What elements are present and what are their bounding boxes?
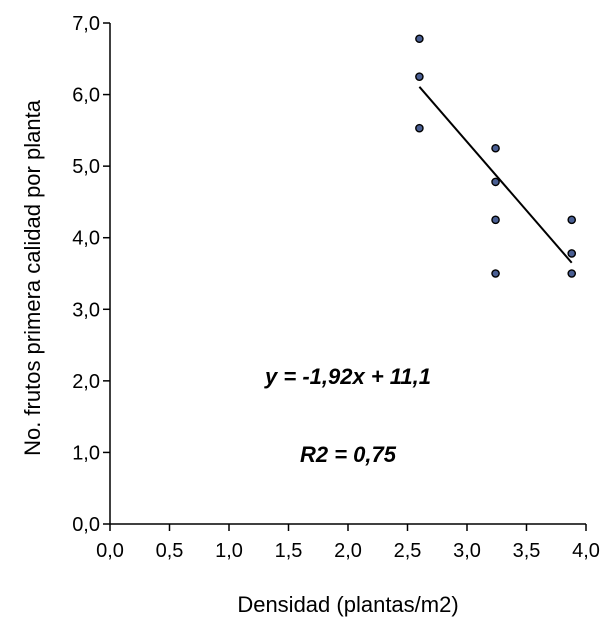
y-tick-label: 4,0 bbox=[72, 228, 100, 250]
trendline bbox=[418, 86, 573, 264]
x-tick-label: 3,5 bbox=[513, 540, 541, 562]
axes: 0,0 1,0 2,0 3,0 4,0 5,0 6,0 7,0 0,0 0,5 1,0 1,5 2,0… bbox=[72, 13, 600, 562]
equation-annotation: y = -1,92x + 11,1 bbox=[264, 364, 431, 389]
x-tick-label: 0,0 bbox=[96, 540, 124, 562]
r2-annotation: R2 = 0,75 bbox=[300, 442, 397, 467]
x-tick-label: 1,5 bbox=[275, 540, 303, 562]
data-point bbox=[567, 215, 577, 225]
x-tick-label: 3,0 bbox=[453, 540, 481, 562]
y-axis-label: No. frutos primera calidad por planta bbox=[20, 99, 45, 456]
data-point bbox=[415, 123, 424, 133]
data-points bbox=[415, 34, 577, 278]
data-point bbox=[415, 72, 424, 81]
data-point bbox=[415, 34, 424, 44]
x-tick-label: 1,0 bbox=[215, 540, 243, 562]
y-ticks: 0,0 1,0 2,0 3,0 4,0 5,0 6,0 7,0 bbox=[72, 13, 110, 536]
y-tick-label: 0,0 bbox=[72, 514, 100, 536]
y-tick-label: 5,0 bbox=[72, 156, 100, 178]
x-tick-label: 0,5 bbox=[156, 540, 184, 562]
data-point bbox=[491, 215, 500, 225]
y-tick-label: 3,0 bbox=[72, 299, 100, 321]
data-point bbox=[491, 269, 500, 278]
data-point bbox=[567, 249, 577, 258]
data-point bbox=[491, 177, 500, 187]
data-point bbox=[491, 143, 500, 153]
x-axis-label: Densidad (plantas/m2) bbox=[237, 592, 458, 617]
x-tick-label: 4,0 bbox=[572, 540, 600, 562]
y-tick-label: 2,0 bbox=[72, 371, 100, 393]
y-tick-label: 6,0 bbox=[72, 85, 100, 107]
data-point bbox=[567, 269, 577, 278]
x-tick-label: 2,0 bbox=[334, 540, 362, 562]
y-tick-label: 1,0 bbox=[72, 442, 100, 464]
x-ticks: 0,0 0,5 1,0 1,5 2,0 2,5 3,0 3,5 4,0 bbox=[96, 524, 600, 562]
y-tick-label: 7,0 bbox=[72, 13, 100, 35]
x-tick-label: 2,5 bbox=[394, 540, 422, 562]
